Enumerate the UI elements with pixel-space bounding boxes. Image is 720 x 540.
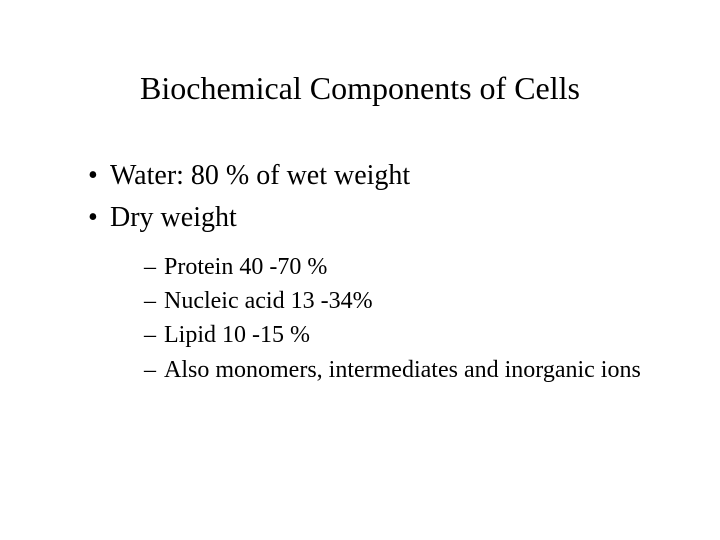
- sub-bullet-item: Nucleic acid 13 -34%: [144, 285, 660, 317]
- bullet-item: Water: 80 % of wet weight: [88, 157, 660, 195]
- sub-bullet-text: Lipid 10 -15 %: [164, 322, 310, 348]
- sub-bullet-text: Nucleic acid 13 -34%: [164, 288, 373, 314]
- sub-bullet-text: Protein 40 -70 %: [164, 254, 327, 280]
- sub-bullet-list: Protein 40 -70 % Nucleic acid 13 -34% Li…: [110, 251, 660, 387]
- slide: Biochemical Components of Cells Water: 8…: [0, 0, 720, 540]
- bullet-text: Water: 80 % of wet weight: [110, 160, 410, 191]
- sub-bullet-item: Also monomers, intermediates and inorgan…: [144, 354, 660, 386]
- bullet-list: Water: 80 % of wet weight Dry weight Pro…: [60, 157, 660, 386]
- sub-bullet-item: Protein 40 -70 %: [144, 251, 660, 283]
- slide-title: Biochemical Components of Cells: [60, 70, 660, 107]
- sub-bullet-item: Lipid 10 -15 %: [144, 319, 660, 351]
- sub-bullet-text: Also monomers, intermediates and inorgan…: [164, 357, 641, 383]
- bullet-text: Dry weight: [110, 202, 237, 233]
- bullet-item: Dry weight Protein 40 -70 % Nucleic acid…: [88, 199, 660, 386]
